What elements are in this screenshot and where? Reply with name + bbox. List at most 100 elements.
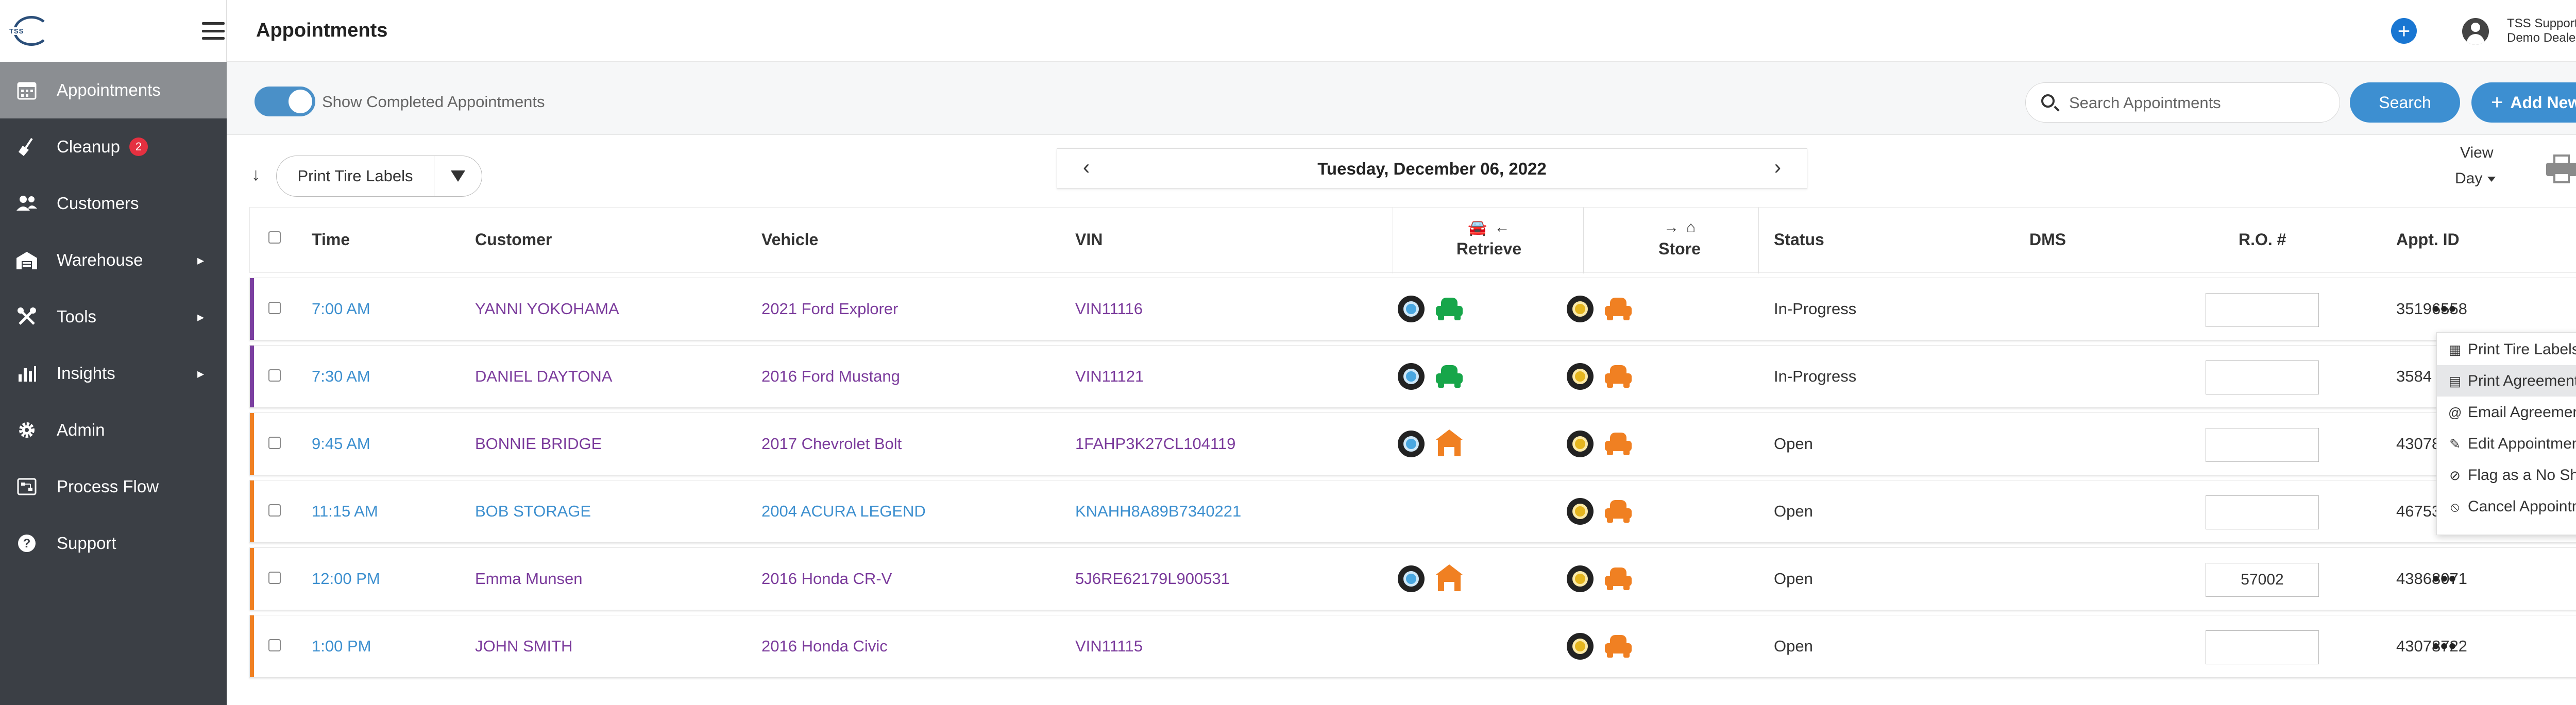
sidebar-item-label: Process Flow	[57, 477, 159, 496]
row-checkbox[interactable]	[268, 572, 281, 584]
vin-link[interactable]: 5J6RE62179L900531	[1075, 570, 1230, 588]
sidebar-item-admin[interactable]: Admin	[0, 402, 227, 458]
menu-item-label: Print Tire Labels	[2468, 340, 2576, 358]
print-labels-dropdown[interactable]	[434, 170, 482, 182]
row-checkbox[interactable]	[268, 302, 281, 314]
sidebar-nav: Appointments Cleanup 2 Customers Warehou…	[0, 62, 227, 572]
sidebar-item-appointments[interactable]: Appointments	[0, 62, 227, 118]
appt-time[interactable]: 7:00 AM	[312, 300, 370, 318]
table-row[interactable]: 7:30 AM DANIEL DAYTONA 2016 Ford Mustang VI…	[249, 345, 2576, 408]
appt-time[interactable]: 9:45 AM	[312, 435, 370, 453]
more-actions-icon[interactable]: •••	[2432, 298, 2458, 320]
add-new-button[interactable]: + Add New ▼	[2471, 82, 2576, 123]
view-select[interactable]: Day	[2455, 170, 2496, 187]
customer-link[interactable]: Emma Munsen	[475, 570, 583, 588]
print-icon[interactable]	[2546, 154, 2576, 183]
customer-link[interactable]: YANNI YOKOHAMA	[475, 300, 619, 318]
menu-flag-no-show[interactable]: ⊘ Flag as a No Show	[2437, 459, 2576, 491]
car-icon	[1436, 297, 1463, 320]
ro-number-input[interactable]	[2206, 428, 2319, 462]
ro-number-input[interactable]	[2206, 495, 2319, 529]
customer-link[interactable]: BONNIE BRIDGE	[475, 435, 602, 453]
col-time[interactable]: Time	[312, 230, 350, 249]
arrow-left-icon: ←	[1494, 219, 1510, 236]
ro-number-input[interactable]	[2206, 360, 2319, 394]
customer-link[interactable]: JOHN SMITH	[475, 637, 573, 655]
user-name[interactable]: TSS Support	[2507, 16, 2576, 30]
vehicle-link[interactable]: 2016 Honda CR-V	[761, 570, 892, 588]
vehicle-link[interactable]: 2016 Ford Mustang	[761, 367, 900, 385]
vin-link[interactable]: 1FAHP3K27CL104119	[1075, 435, 1236, 453]
chevron-right-icon[interactable]: ›	[1774, 156, 1781, 179]
sidebar-item-label: Insights	[57, 364, 115, 383]
ro-number-input[interactable]	[2206, 563, 2319, 597]
col-vin[interactable]: VIN	[1075, 230, 1103, 249]
col-status[interactable]: Status	[1774, 230, 1824, 249]
appt-time[interactable]: 7:30 AM	[312, 367, 370, 385]
col-vehicle[interactable]: Vehicle	[761, 230, 819, 249]
more-actions-icon[interactable]: •••	[2432, 635, 2458, 658]
menu-edit-appointment[interactable]: ✎ Edit Appointment	[2437, 428, 2576, 459]
vin-link[interactable]: VIN11116	[1075, 300, 1143, 318]
col-appt-id[interactable]: Appt. ID	[2396, 230, 2460, 249]
user-dealer[interactable]: Demo Dealer (10)	[2507, 31, 2576, 45]
ro-number-input[interactable]	[2206, 293, 2319, 327]
avatar[interactable]	[2462, 18, 2489, 45]
menu-print-agreement[interactable]: ▤ Print Agreement	[2437, 365, 2576, 397]
company-logo[interactable]: TSS	[9, 13, 56, 49]
customer-link[interactable]: BOB STORAGE	[475, 502, 591, 520]
car-icon	[1605, 634, 1632, 658]
table-row[interactable]: 1:00 PM JOHN SMITH 2016 Honda Civic VIN1111…	[249, 615, 2576, 678]
sidebar-item-customers[interactable]: Customers	[0, 175, 227, 232]
menu-item-label: Flag as a No Show	[2468, 466, 2576, 484]
table-row[interactable]: 9:45 AM BONNIE BRIDGE 2017 Chevrolet Bolt 1…	[249, 412, 2576, 475]
appt-time[interactable]: 11:15 AM	[312, 502, 378, 520]
current-date[interactable]: Tuesday, December 06, 2022	[1317, 159, 1547, 178]
vin-link[interactable]: KNAHH8A89B7340221	[1075, 502, 1242, 520]
sort-icon[interactable]: ↓	[251, 165, 260, 184]
search-input[interactable]	[2068, 90, 2326, 116]
help-icon: ?	[14, 531, 39, 556]
appt-time[interactable]: 12:00 PM	[312, 570, 380, 588]
print-labels-button[interactable]: Print Tire Labels	[277, 156, 434, 196]
quick-add-icon[interactable]: +	[2391, 18, 2417, 44]
appt-time[interactable]: 1:00 PM	[312, 637, 371, 655]
vehicle-link[interactable]: 2004 ACURA LEGEND	[761, 502, 926, 520]
col-customer[interactable]: Customer	[475, 230, 552, 249]
table-row[interactable]: 12:00 PM Emma Munsen 2016 Honda CR-V 5J6RE6…	[249, 547, 2576, 610]
row-checkbox[interactable]	[268, 437, 281, 449]
menu-print-tire-labels[interactable]: ▦ Print Tire Labels	[2437, 334, 2576, 365]
customer-link[interactable]: DANIEL DAYTONA	[475, 367, 613, 385]
vehicle-link[interactable]: 2016 Honda Civic	[761, 637, 888, 655]
row-checkbox[interactable]	[268, 639, 281, 651]
sidebar-item-support[interactable]: ? Support	[0, 515, 227, 572]
sidebar-item-insights[interactable]: Insights ▸	[0, 345, 227, 402]
col-dms[interactable]: DMS	[2029, 230, 2066, 249]
table-row[interactable]: 11:15 AM BOB STORAGE 2004 ACURA LEGEND KNAH…	[249, 480, 2576, 543]
row-checkbox[interactable]	[268, 369, 281, 382]
chevron-left-icon[interactable]: ‹	[1083, 156, 1090, 179]
menu-cancel-appointment[interactable]: ⦸ Cancel Appointment	[2437, 491, 2576, 522]
search-button[interactable]: Search	[2350, 82, 2460, 123]
sidebar-item-cleanup[interactable]: Cleanup 2	[0, 118, 227, 175]
vin-link[interactable]: VIN11115	[1075, 637, 1143, 655]
col-store[interactable]: Store	[1658, 239, 1701, 258]
select-all-checkbox[interactable]	[268, 231, 281, 244]
vehicle-link[interactable]: 2021 Ford Explorer	[761, 300, 899, 318]
sidebar-item-tools[interactable]: Tools ▸	[0, 288, 227, 345]
ro-number-input[interactable]	[2206, 630, 2319, 664]
col-ro[interactable]: R.O. #	[2239, 230, 2286, 249]
col-retrieve[interactable]: Retrieve	[1456, 239, 1522, 258]
menu-email-agreement[interactable]: @ Email Agreement	[2437, 397, 2576, 428]
vehicle-link[interactable]: 2017 Chevrolet Bolt	[761, 435, 902, 453]
table-body: 7:00 AM YANNI YOKOHAMA 2021 Ford Explorer V…	[249, 278, 2576, 678]
sidebar-item-warehouse[interactable]: Warehouse ▸	[0, 232, 227, 288]
more-actions-icon[interactable]: •••	[2432, 568, 2458, 590]
table-row[interactable]: 7:00 AM YANNI YOKOHAMA 2021 Ford Explorer V…	[249, 278, 2576, 340]
status-text: Open	[1774, 637, 1813, 655]
vin-link[interactable]: VIN11121	[1075, 367, 1144, 385]
row-checkbox[interactable]	[268, 504, 281, 517]
menu-toggle-icon[interactable]	[202, 22, 225, 40]
sidebar-item-process-flow[interactable]: Process Flow	[0, 458, 227, 515]
show-completed-toggle[interactable]	[255, 87, 315, 116]
